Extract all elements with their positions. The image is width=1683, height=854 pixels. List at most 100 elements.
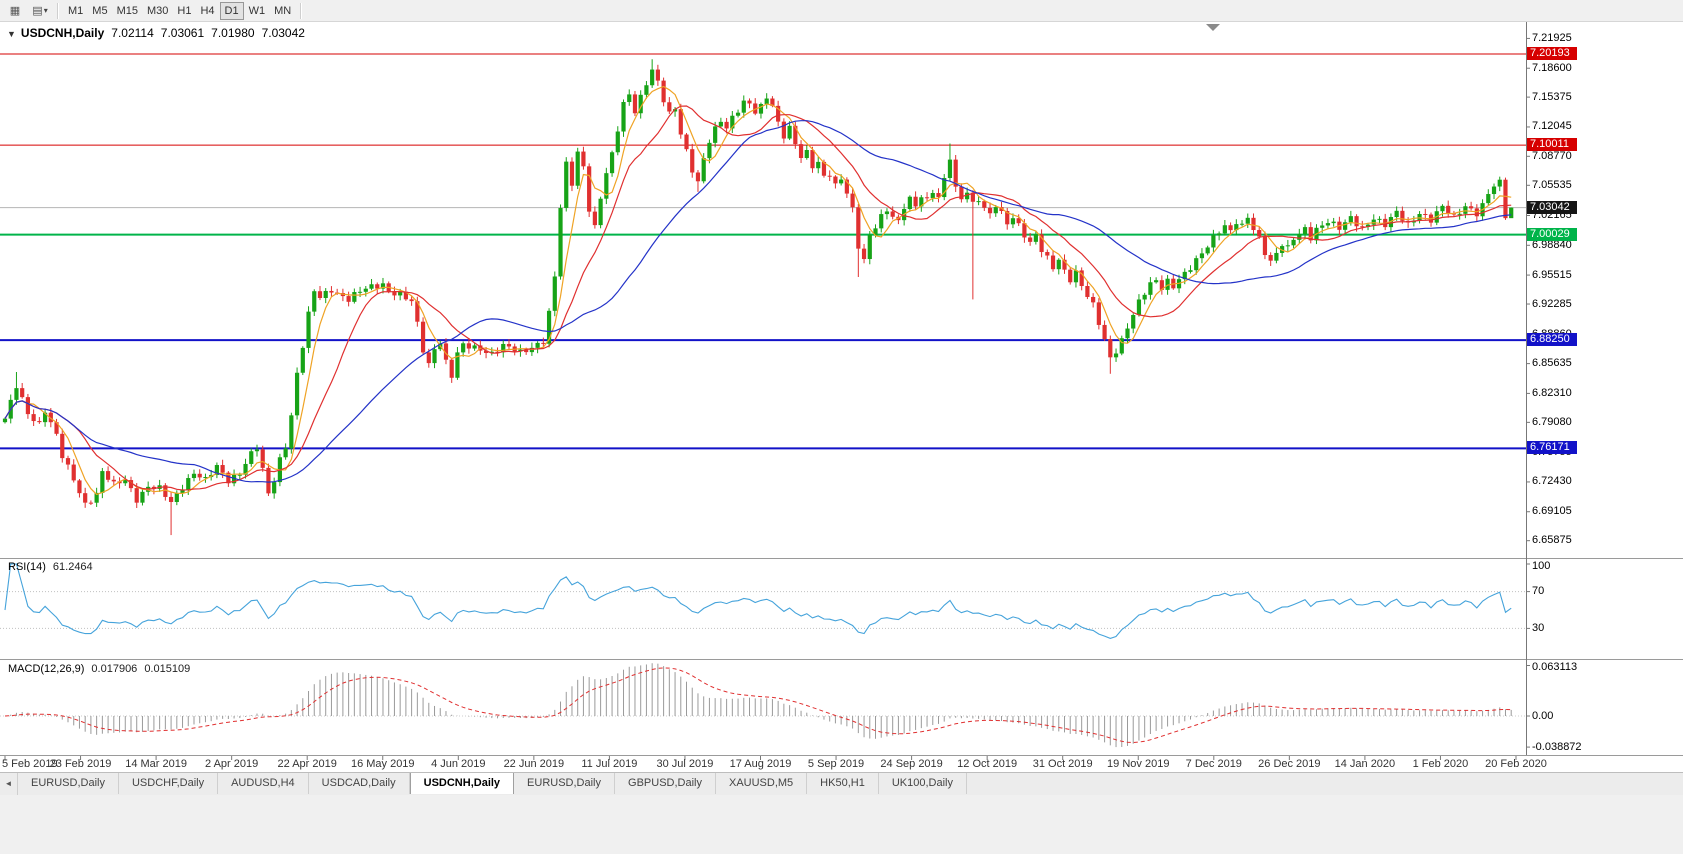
- chart-tab-usdcnh-daily[interactable]: USDCNH,Daily: [409, 773, 515, 794]
- chart-title-overlay: ▼ USDCNH,Daily 7.02114 7.03061 7.01980 7.0304…: [7, 26, 312, 40]
- chart-plot-area[interactable]: [0, 22, 1526, 755]
- tabs-scroll-left-button[interactable]: ◄: [0, 773, 18, 795]
- timeframe-h1-button[interactable]: H1: [177, 4, 192, 17]
- date-tick: 19 Nov 2019: [1107, 758, 1170, 770]
- timeframe-d1-button[interactable]: D1: [219, 1, 244, 20]
- price-tick: 6.65875: [1532, 534, 1572, 547]
- chart-tab-gbpusd-daily[interactable]: GBPUSD,Daily: [615, 773, 716, 794]
- price-tick: 7.15375: [1532, 90, 1572, 103]
- date-tick: 2 Apr 2019: [205, 758, 259, 770]
- date-tick: 23 Feb 2019: [49, 758, 112, 770]
- date-tick: 12 Oct 2019: [957, 758, 1018, 770]
- price-tick: 6.72430: [1532, 475, 1572, 488]
- date-tick: 11 Jul 2019: [581, 758, 638, 770]
- rsi-axis-tick: 70: [1532, 585, 1545, 598]
- date-tick: 22 Jun 2019: [503, 758, 565, 770]
- chart-symbol-period: USDCNH,Daily: [20, 26, 105, 40]
- chevron-down-icon: ▾: [43, 6, 48, 15]
- toolbar-separator: [57, 2, 59, 19]
- price-tick: 6.69105: [1532, 505, 1572, 518]
- date-tick: 5 Sep 2019: [807, 758, 865, 770]
- price-tick: 6.82310: [1532, 386, 1572, 399]
- price-tick: 6.92285: [1532, 297, 1572, 310]
- price-level-label: 7.20193: [1527, 46, 1577, 60]
- macd-indicator-label: MACD(12,26,9) 0.017906 0.015109: [8, 663, 190, 675]
- macd-axis-tick: 0.00: [1532, 709, 1554, 722]
- price-level-label: 6.88250: [1527, 333, 1577, 347]
- date-tick: 26 Dec 2019: [1258, 758, 1321, 770]
- chart-tab-eurusd-daily[interactable]: EURUSD,Daily: [18, 773, 119, 794]
- macd-signal-value: 0.015109: [144, 663, 191, 675]
- moving-average-line: [4, 120, 1512, 483]
- price-tick: 7.05535: [1532, 178, 1572, 191]
- price-level-label: 7.03042: [1527, 200, 1577, 214]
- one-click-trading-toggle[interactable]: ▼: [7, 29, 16, 39]
- price-scale[interactable]: 7.21925 7.18600 7.15375 7.12045 7.08770 7.055…: [1526, 22, 1683, 755]
- date-tick: 24 Sep 2019: [880, 758, 943, 770]
- chart-tabs-bar: ◄ EURUSD,Daily USDCHF,Daily AUDUSD,H4 USDCA…: [0, 772, 1683, 795]
- timeframe-button-group: M1 M5 M15 M30 H1 H4 D1 W1 MN: [64, 1, 295, 20]
- rsi-name: RSI(14): [8, 561, 46, 573]
- ohlc-low: 7.01980: [211, 26, 255, 40]
- time-scale[interactable]: 5 Feb 2019 23 Feb 2019 14 Mar 2019 2 Apr 20…: [0, 755, 1547, 772]
- date-tick: 5 Feb 2019: [2, 758, 58, 770]
- price-level-label: 7.10011: [1527, 138, 1577, 152]
- date-tick: 16 May 2019: [350, 758, 415, 770]
- date-tick: 14 Jan 2020: [1334, 758, 1396, 770]
- macd-name: MACD(12,26,9): [8, 663, 85, 675]
- macd-main-value: 0.017906: [91, 663, 138, 675]
- rsi-axis-tick: 100: [1532, 560, 1551, 572]
- timeframe-m5-button[interactable]: M5: [92, 4, 108, 17]
- timeframe-h4-button[interactable]: H4: [200, 4, 215, 17]
- macd-histogram: [10, 663, 1512, 748]
- rsi-value: 61.2464: [52, 561, 93, 573]
- date-tick: 22 Apr 2019: [277, 758, 337, 770]
- date-tick: 7 Dec 2019: [1185, 758, 1242, 770]
- chart-tabs: EURUSD,Daily USDCHF,Daily AUDUSD,H4 USDCAD,…: [18, 773, 967, 795]
- ohlc-high: 7.03061: [160, 26, 205, 40]
- moving-average-line: [4, 105, 1512, 491]
- timeframe-m1-button[interactable]: M1: [68, 4, 84, 17]
- date-tick: 14 Mar 2019: [125, 758, 187, 770]
- timeframe-m30-button[interactable]: M30: [146, 4, 169, 17]
- chart-tab-uk100-daily[interactable]: UK100,Daily: [879, 773, 967, 794]
- chart-tab-audusd-h4[interactable]: AUDUSD,H4: [218, 773, 309, 794]
- rsi-axis-tick: 30: [1532, 621, 1545, 634]
- rsi-line: [4, 563, 1512, 639]
- chart-window-icon-button[interactable]: ▦: [3, 2, 27, 20]
- chart-tab-usdchf-daily[interactable]: USDCHF,Daily: [119, 773, 219, 794]
- chart-template-dropdown-button[interactable]: ▤ ▾: [28, 2, 52, 20]
- ohlc-open: 7.02114: [111, 26, 154, 40]
- date-tick: 30 Jul 2019: [656, 758, 714, 770]
- macd-axis-tick: 0.063113: [1532, 661, 1578, 673]
- rsi-indicator-label: RSI(14) 61.2464: [8, 561, 93, 573]
- price-tick: 7.21925: [1532, 31, 1572, 44]
- chart-tab-hk50-h1[interactable]: HK50,H1: [807, 773, 879, 794]
- toolbar-separator: [300, 2, 303, 19]
- price-level-label: 7.00029: [1527, 227, 1577, 241]
- chart-window-icon: ▦: [9, 5, 21, 17]
- price-level-label: 6.76171: [1527, 441, 1577, 455]
- moving-average-line: [4, 85, 1512, 496]
- chart-shift-marker[interactable]: [1206, 24, 1220, 31]
- chart-tab-usdcad-daily[interactable]: USDCAD,Daily: [309, 773, 410, 794]
- template-icon: ▤: [32, 5, 43, 17]
- date-tick: 4 Jun 2019: [431, 758, 486, 770]
- price-tick: 6.79080: [1532, 415, 1572, 428]
- price-tick: 7.12045: [1532, 120, 1572, 133]
- ohlc-close: 7.03042: [261, 26, 305, 40]
- price-tick: 7.18600: [1532, 61, 1572, 74]
- date-tick: 31 Oct 2019: [1032, 758, 1093, 770]
- timeframe-w1-button[interactable]: W1: [248, 4, 266, 17]
- date-tick: 17 Aug 2019: [729, 758, 792, 770]
- macd-signal-line: [4, 667, 1512, 744]
- price-tick: 6.98840: [1532, 238, 1572, 251]
- price-tick: 6.95515: [1532, 268, 1572, 281]
- chart-tab-xauusd-m5[interactable]: XAUUSD,M5: [716, 773, 808, 794]
- price-tick: 6.85635: [1532, 357, 1572, 370]
- timeframe-m15-button[interactable]: M15: [116, 4, 138, 17]
- timeframe-mn-button[interactable]: MN: [274, 4, 292, 17]
- chart-tab-eurusd-daily[interactable]: EURUSD,Daily: [514, 773, 616, 794]
